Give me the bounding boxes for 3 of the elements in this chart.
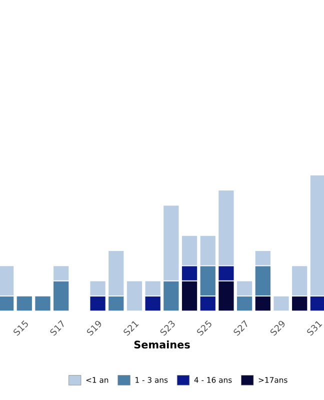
x-tick-label: S21 xyxy=(122,320,139,336)
x-axis-title: Semaines xyxy=(134,340,190,349)
x-tick-label: S31 xyxy=(306,320,322,336)
